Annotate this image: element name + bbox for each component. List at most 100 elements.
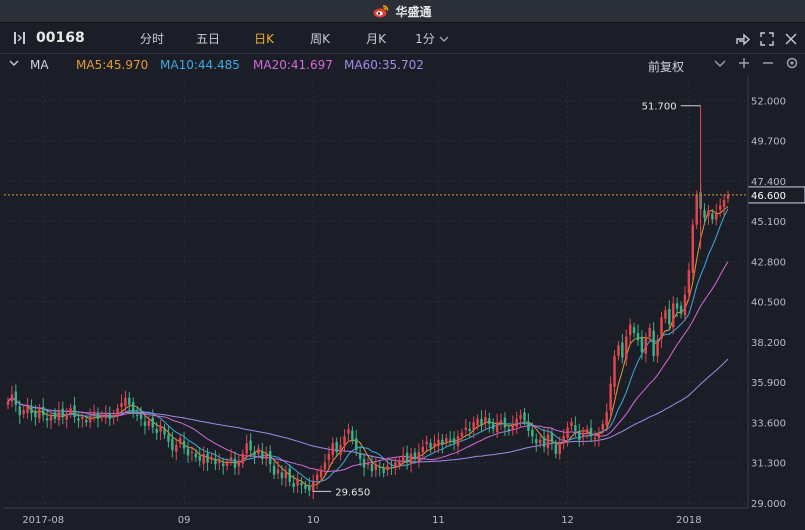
candle-body [722, 200, 726, 207]
candle-body [632, 327, 636, 334]
candle-body [703, 210, 706, 218]
fullscreen-icon[interactable] [759, 31, 775, 47]
candle-body [42, 406, 45, 416]
tab-monthly-k[interactable]: 月K [366, 32, 386, 46]
candle-body [175, 445, 178, 452]
tab-daily-k[interactable]: 日K [254, 32, 274, 46]
high-price-label: 51.700 [642, 102, 677, 113]
candle-body [22, 410, 25, 414]
candle-body [53, 412, 57, 419]
candle-body [186, 448, 190, 456]
date-tick-label: 11 [432, 515, 445, 526]
candle-body [672, 303, 675, 328]
candle-body [73, 405, 76, 418]
candle-body [222, 463, 225, 467]
candle-body [312, 481, 315, 492]
candle-body [49, 415, 53, 421]
tab-intraday[interactable]: 分时 [139, 32, 164, 46]
price-annotations: 46.600 51.700 29.650 [4, 102, 805, 498]
ma-label[interactable]: MA [30, 58, 49, 72]
zoom-in-icon[interactable] [737, 56, 751, 74]
candle-body [585, 429, 589, 435]
candle-body [468, 428, 471, 432]
date-tick-label: 09 [178, 515, 191, 526]
candle-body [284, 471, 288, 479]
candle-body [159, 425, 162, 432]
current-price-label: 46.600 [751, 191, 786, 202]
candle-body [621, 342, 624, 358]
candle-body [280, 472, 284, 479]
chart-grid [0, 76, 805, 530]
candle-body [366, 462, 370, 465]
candle-body [355, 438, 358, 451]
candle-body [276, 469, 280, 474]
candle-body [628, 324, 632, 336]
close-icon[interactable] [783, 31, 799, 47]
sidebar-toggle-icon[interactable] [13, 31, 27, 45]
candle-body [656, 341, 659, 356]
candle-body [538, 439, 542, 444]
candle-body [554, 444, 558, 454]
period-tabs: 分时 五日 日K 周K 月K 1分 [124, 30, 460, 47]
settings-icon[interactable] [785, 56, 799, 74]
candle-body [640, 337, 644, 353]
tab-minute-dropdown[interactable]: 1分 [404, 30, 460, 47]
candle-body [405, 452, 409, 463]
candle-body [597, 432, 601, 439]
collapse-chevron-icon[interactable] [9, 58, 19, 68]
candle-body [347, 429, 350, 434]
kline-chart[interactable]: 46.600 51.700 29.650 52.000 49.700 47.400 45.… [0, 76, 805, 530]
price-tick-label: 40.500 [751, 298, 786, 309]
candle-body [445, 438, 448, 443]
candle-body [409, 453, 413, 464]
candle-body [593, 438, 597, 440]
date-tick-label: 2017-08 [22, 515, 64, 526]
price-adjust-select[interactable]: 前复权 [648, 60, 685, 74]
chevron-down-icon[interactable] [713, 56, 727, 74]
candle-body [112, 415, 115, 417]
candle-body [394, 462, 397, 467]
tab-weekly-k[interactable]: 周K [310, 32, 330, 46]
candle-body [323, 462, 327, 470]
candle-body [135, 414, 139, 416]
candle-body [452, 438, 456, 444]
candle-body [550, 433, 554, 442]
candle-body [229, 457, 233, 460]
price-axis: 52.000 49.700 47.400 45.100 42.800 40.500 38.2… [747, 76, 786, 510]
ma10-value: MA10:44.485 [160, 58, 240, 72]
candle-body [695, 194, 698, 225]
share-icon[interactable] [735, 31, 751, 47]
candle-body [566, 427, 569, 438]
ma60-value: MA60:35.702 [344, 58, 424, 72]
candle-body [69, 408, 72, 414]
candle-body [65, 413, 68, 420]
tab-five-day[interactable]: 五日 [195, 32, 220, 46]
candle-body [202, 453, 205, 464]
candle-body [691, 224, 694, 273]
date-axis: 2017-08 09 10 11 12 2018 [4, 507, 748, 526]
candle-body [124, 397, 127, 406]
price-tick-label: 42.800 [751, 257, 786, 268]
candle-body [398, 460, 401, 466]
candle-body [413, 452, 417, 460]
price-tick-label: 49.700 [751, 137, 786, 148]
candle-body [711, 213, 714, 220]
weibo-style-logo-icon [373, 5, 389, 18]
candle-body [190, 452, 194, 454]
candle-body [429, 442, 432, 449]
candle-body [648, 327, 651, 337]
zoom-out-icon[interactable] [761, 56, 775, 74]
candle-body [225, 462, 229, 467]
candle-body [214, 458, 217, 465]
candle-body [147, 420, 151, 426]
candle-body [675, 303, 679, 309]
candle-body [92, 411, 96, 415]
candle-body [206, 453, 209, 463]
price-tick-label: 29.000 [751, 499, 786, 510]
price-tick-label: 35.900 [751, 378, 786, 389]
candle-body [535, 439, 538, 444]
toolbar-right-icons [735, 31, 799, 47]
price-tick-label: 52.000 [751, 96, 786, 107]
candle-body [178, 438, 182, 444]
candle-body [425, 441, 428, 444]
